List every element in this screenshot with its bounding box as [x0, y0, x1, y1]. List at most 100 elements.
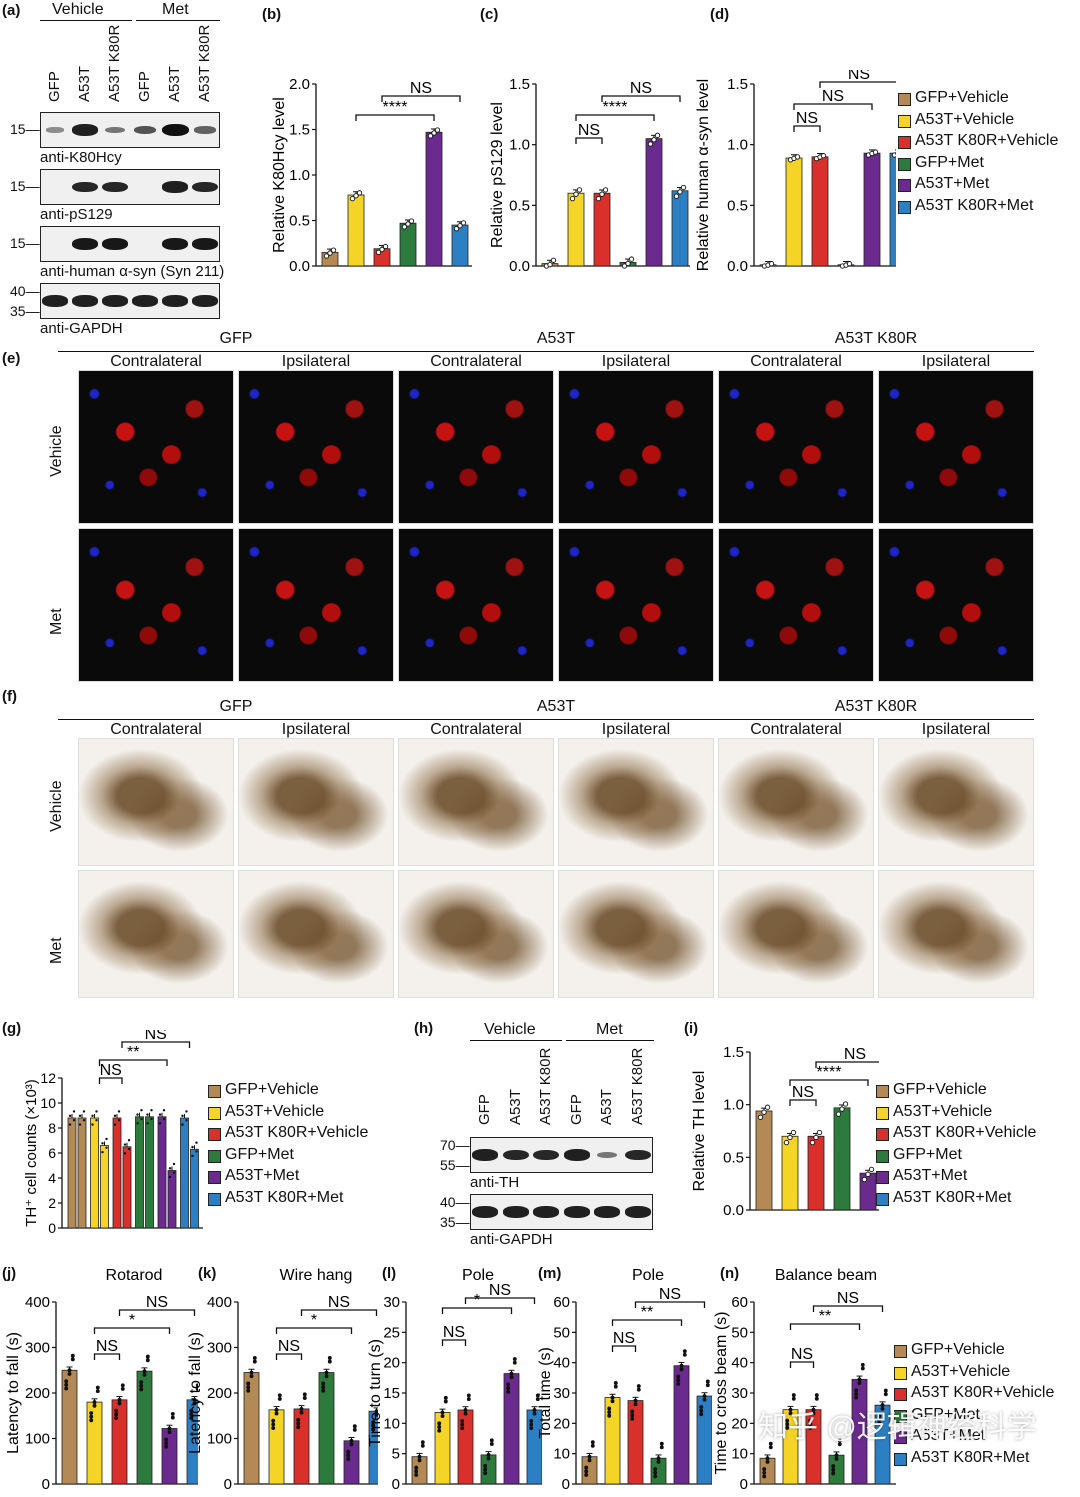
data-point — [192, 1401, 197, 1406]
y-tick-label: 60 — [553, 1294, 570, 1311]
y-tick-label: 200 — [25, 1385, 50, 1402]
legend-swatch-0 — [898, 93, 911, 106]
data-point — [101, 1150, 104, 1154]
data-point — [814, 1396, 819, 1401]
grid-side-1-0: Contralateral — [430, 721, 522, 738]
bar-1 — [785, 157, 803, 267]
legend-swatch-1 — [208, 1106, 221, 1120]
data-point — [768, 261, 775, 267]
data-point — [791, 1396, 796, 1401]
sig-bracket — [789, 1361, 815, 1368]
y-tick-label: 10 — [383, 1415, 400, 1432]
data-point — [607, 1406, 612, 1411]
data-point — [860, 1362, 865, 1367]
legend-swatch-2 — [894, 1388, 907, 1401]
data-point — [82, 1110, 86, 1113]
data-point — [785, 1425, 790, 1430]
lane-label-4: A53T — [598, 1089, 616, 1125]
data-point — [382, 243, 389, 250]
y-tick-label: 0.5 — [723, 1149, 744, 1166]
y-tick-label: 0 — [740, 1476, 748, 1493]
data-point — [127, 1147, 131, 1151]
legend-swatch-5 — [876, 1192, 889, 1206]
panel-label-i: (i) — [684, 1020, 699, 1037]
data-point — [346, 1457, 351, 1461]
grid-side-0-0: Contralateral — [110, 721, 202, 738]
data-point — [460, 220, 467, 226]
lane-label-5: A53T K80R — [628, 1047, 646, 1125]
bar-2 — [457, 1409, 474, 1485]
grid-group-1: A53T — [536, 698, 576, 715]
sig-label: NS — [146, 1294, 168, 1311]
blot-band-0-3 — [563, 1149, 590, 1161]
y-tick-label: 40 — [731, 1355, 748, 1372]
data-point — [92, 1400, 97, 1405]
data-point — [483, 1471, 488, 1476]
bar-1 — [268, 1409, 285, 1485]
y-tick-label: 400 — [207, 1294, 232, 1311]
bar-3 — [833, 1107, 851, 1211]
data-point — [831, 1471, 836, 1476]
blot-marker-0-0: 70— — [440, 1137, 470, 1153]
grid-group-2: A53T K80R — [834, 698, 918, 715]
data-point — [296, 1417, 301, 1422]
data-point — [808, 1425, 813, 1430]
data-point — [831, 1467, 836, 1472]
legend-swatch-4 — [208, 1171, 221, 1184]
data-point — [123, 1143, 127, 1146]
data-point — [550, 257, 557, 263]
data-point — [89, 1411, 94, 1415]
data-point — [837, 1438, 842, 1443]
data-point — [529, 1418, 534, 1423]
data-point — [379, 246, 385, 253]
data-point — [353, 193, 359, 199]
data-point — [296, 1425, 301, 1430]
y-tick-label: 1.5 — [727, 76, 748, 93]
legend-swatch-3 — [894, 1409, 907, 1423]
blot-band-1-5 — [192, 181, 218, 193]
legend-swatch-2 — [898, 136, 911, 149]
data-point — [195, 1150, 198, 1153]
data-point — [346, 1449, 351, 1454]
sig-label: **** — [383, 99, 408, 116]
y-axis-label: Latency to fall (s) — [5, 1332, 22, 1454]
bar-0-1 — [77, 1117, 87, 1229]
sig-bracket — [793, 125, 821, 132]
data-point — [302, 1396, 307, 1400]
data-point — [64, 1386, 69, 1391]
data-point — [195, 1383, 198, 1388]
data-point — [656, 1459, 661, 1464]
data-point — [172, 1162, 176, 1166]
data-point — [78, 1114, 82, 1118]
data-point — [117, 1118, 121, 1122]
legend-label-2: A53T K80R+Vehicle — [225, 1124, 369, 1141]
data-point — [408, 218, 415, 224]
data-point — [785, 1418, 790, 1423]
data-point — [653, 1474, 658, 1479]
sig-bracket — [275, 1353, 303, 1360]
legend-label-5: A53T K80R+Met — [893, 1188, 1012, 1206]
data-point — [820, 153, 827, 159]
lane-label-0: GFP — [476, 1094, 494, 1125]
data-point — [656, 1456, 661, 1461]
bar-0 — [755, 1110, 773, 1211]
blot-strip-2 — [40, 226, 220, 262]
y-tick-label: 2 — [48, 1195, 56, 1211]
blot-band-3-1 — [72, 295, 98, 307]
micrograph-1-0-1 — [398, 528, 554, 682]
panel-label-g: (g) — [2, 1020, 22, 1037]
data-point — [587, 1454, 592, 1459]
data-point — [569, 196, 576, 202]
y-tick-label: 300 — [25, 1340, 50, 1357]
data-point — [877, 1417, 882, 1422]
sig-bracket — [575, 114, 655, 121]
data-point — [68, 1123, 72, 1126]
blot-strip-0 — [470, 1137, 653, 1173]
data-point — [164, 1441, 169, 1446]
data-point — [872, 149, 879, 155]
blot-a-group-line-met — [136, 20, 220, 21]
legend-label-3: GFP+Met — [893, 1145, 962, 1163]
lane-label-1: A53T — [506, 1089, 524, 1125]
blot-band-0-3 — [133, 125, 157, 135]
blot-band-0-4 — [161, 124, 189, 136]
